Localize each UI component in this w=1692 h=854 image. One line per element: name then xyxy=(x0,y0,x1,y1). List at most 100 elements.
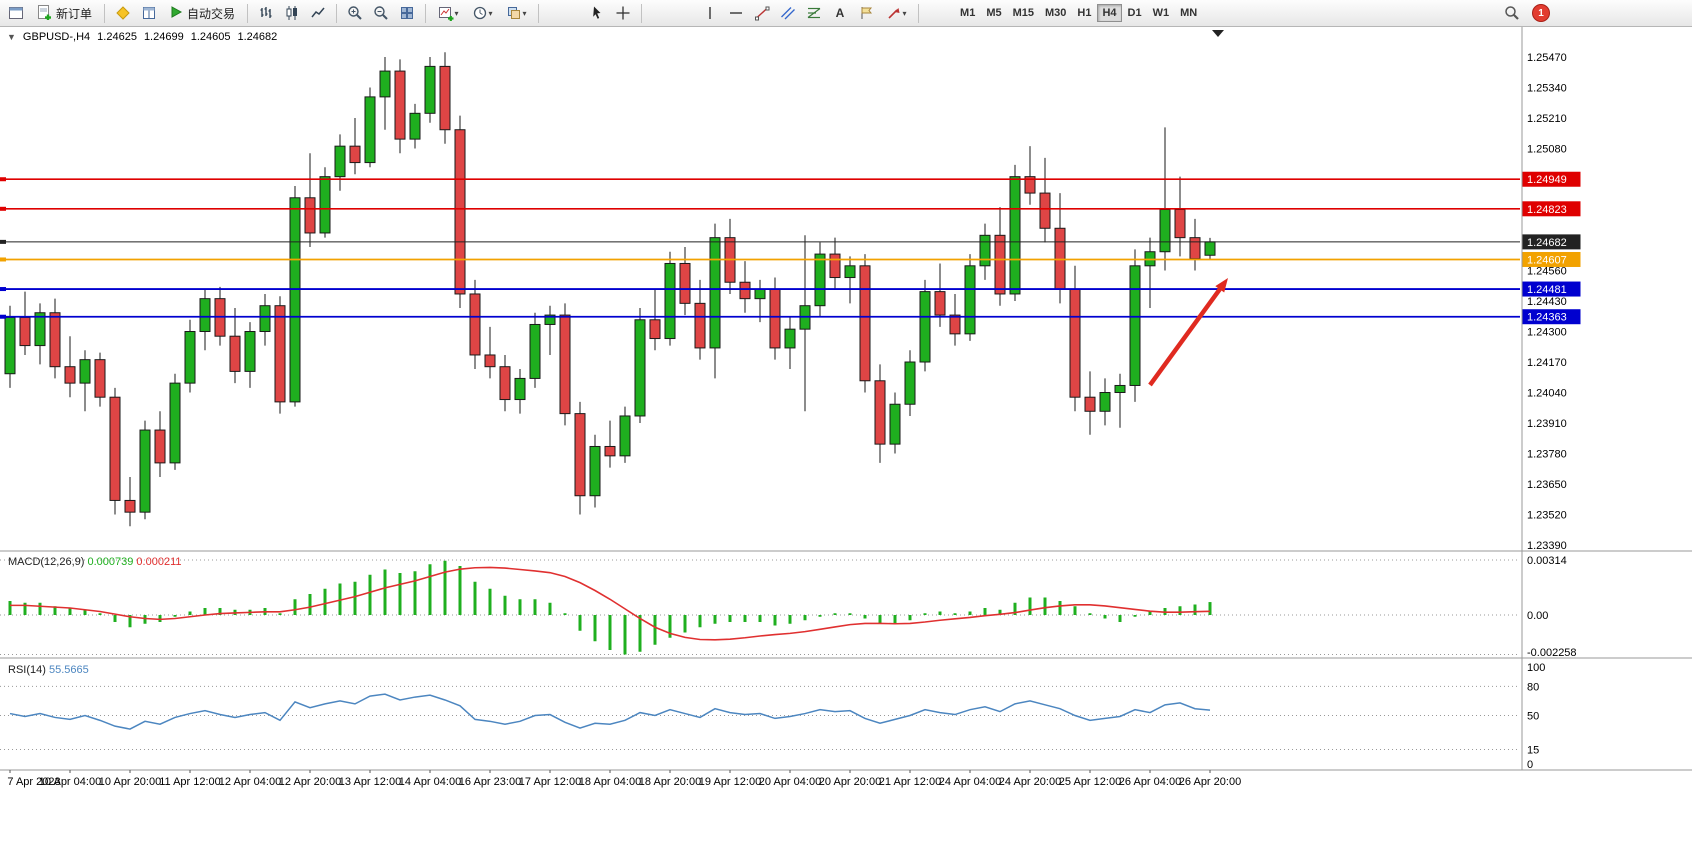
trendline-icon[interactable] xyxy=(750,2,774,25)
toolbar-separator xyxy=(104,3,106,23)
timeframe-group: M1 M5 M15 M30 H1 H4 D1 W1 MN xyxy=(955,4,1202,22)
price-scale: 1.25470 1.25340 1.25210 1.25080 1.24560 1.244… xyxy=(1527,52,1577,771)
new-order-label: 新订单 xyxy=(56,6,93,21)
svg-text:20 Apr 20:00: 20 Apr 20:00 xyxy=(819,776,881,788)
periods-clock-icon[interactable]: ▾ xyxy=(466,2,498,25)
chart-window-icon[interactable] xyxy=(4,2,28,25)
price-chart-canvas[interactable]: MACD(12,26,9) 0.000739 0.000211 RSI(14) 5… xyxy=(0,27,1692,854)
channel-icon[interactable] xyxy=(776,2,800,25)
notification-badge[interactable]: 1 xyxy=(1532,4,1550,22)
cursor-icon[interactable] xyxy=(585,2,609,25)
toolbar-separator xyxy=(641,3,643,23)
tile-windows-icon[interactable] xyxy=(395,2,419,25)
auto-trading-label: 自动交易 xyxy=(187,6,236,21)
zoom-in-icon[interactable] xyxy=(343,2,367,25)
svg-text:1.23910: 1.23910 xyxy=(1527,418,1567,430)
svg-text:10 Apr 20:00: 10 Apr 20:00 xyxy=(99,776,161,788)
svg-text:14 Apr 04:00: 14 Apr 04:00 xyxy=(399,776,461,788)
current-bar-marker xyxy=(1212,30,1224,37)
symbol-period-label: GBPUSD-,H4 xyxy=(22,31,91,43)
separators xyxy=(0,27,1692,771)
line-chart-icon[interactable] xyxy=(306,2,330,25)
svg-text:21 Apr 12:00: 21 Apr 12:00 xyxy=(879,776,941,788)
horizontal-line-icon[interactable] xyxy=(724,2,748,25)
vertical-line-icon[interactable] xyxy=(698,2,722,25)
svg-text:RSI(14) 55.5665: RSI(14) 55.5665 xyxy=(8,664,89,676)
svg-text:1.24823: 1.24823 xyxy=(1527,204,1567,216)
candlestick-icon[interactable] xyxy=(280,2,304,25)
svg-text:0.00314: 0.00314 xyxy=(1527,555,1567,567)
svg-text:80: 80 xyxy=(1527,681,1539,693)
timeframe-m1[interactable]: M1 xyxy=(955,4,980,22)
svg-text:0: 0 xyxy=(1527,759,1533,771)
svg-text:1.24040: 1.24040 xyxy=(1527,388,1567,400)
timeframe-m15[interactable]: M15 xyxy=(1008,4,1039,22)
indicator-grid xyxy=(0,559,1520,750)
svg-text:0.00: 0.00 xyxy=(1527,610,1548,622)
arrows-tool-icon[interactable]: ▾ xyxy=(880,2,912,25)
label-icon[interactable] xyxy=(854,2,878,25)
bar-chart-icon[interactable] xyxy=(254,2,278,25)
svg-text:17 Apr 12:00: 17 Apr 12:00 xyxy=(519,776,581,788)
text-icon[interactable]: A xyxy=(828,2,852,25)
svg-text:25 Apr 12:00: 25 Apr 12:00 xyxy=(1059,776,1121,788)
svg-text:1.24170: 1.24170 xyxy=(1527,357,1567,369)
toolbar-separator xyxy=(425,3,427,23)
svg-text:1.23390: 1.23390 xyxy=(1527,540,1567,552)
templates-icon[interactable]: ▾ xyxy=(500,2,532,25)
ohlc-high: 1.24699 xyxy=(143,31,184,43)
svg-text:1.25340: 1.25340 xyxy=(1527,83,1567,95)
svg-text:19 Apr 12:00: 19 Apr 12:00 xyxy=(699,776,761,788)
macd-pane: MACD(12,26,9) 0.000739 0.000211 xyxy=(8,556,1212,655)
svg-text:A: A xyxy=(836,6,845,20)
chevron-down-icon[interactable]: ▼ xyxy=(7,32,16,42)
toolbar: 新订单 自动交易 xyxy=(0,0,1692,27)
chart-title: ▼ GBPUSD-,H4 1.24625 1.24699 1.24605 1.2… xyxy=(7,31,277,43)
search-icon[interactable] xyxy=(1500,2,1524,25)
svg-text:12 Apr 20:00: 12 Apr 20:00 xyxy=(279,776,341,788)
new-order-button[interactable]: 新订单 xyxy=(30,1,98,26)
timeframe-h1[interactable]: H1 xyxy=(1072,4,1096,22)
timeframe-mn[interactable]: MN xyxy=(1175,4,1202,22)
timeframe-h4[interactable]: H4 xyxy=(1097,4,1122,22)
svg-text:7 Apr 2023: 7 Apr 2023 xyxy=(7,776,60,788)
svg-text:1.24560: 1.24560 xyxy=(1527,266,1567,278)
svg-text:20 Apr 04:00: 20 Apr 04:00 xyxy=(759,776,821,788)
svg-text:26 Apr 04:00: 26 Apr 04:00 xyxy=(1119,776,1181,788)
svg-text:1.23650: 1.23650 xyxy=(1527,479,1567,491)
timeframe-m30[interactable]: M30 xyxy=(1040,4,1071,22)
svg-text:26 Apr 20:00: 26 Apr 20:00 xyxy=(1179,776,1241,788)
svg-text:1.24363: 1.24363 xyxy=(1527,312,1567,324)
timeframe-d1[interactable]: D1 xyxy=(1123,4,1147,22)
svg-text:18 Apr 20:00: 18 Apr 20:00 xyxy=(639,776,701,788)
new-order-icon xyxy=(36,4,52,23)
svg-text:15: 15 xyxy=(1527,744,1539,756)
new-chart-icon[interactable]: ▾ xyxy=(432,2,464,25)
svg-text:24 Apr 20:00: 24 Apr 20:00 xyxy=(999,776,1061,788)
candles-layer xyxy=(4,52,1216,527)
data-window-icon[interactable] xyxy=(137,2,161,25)
svg-text:1.23780: 1.23780 xyxy=(1527,449,1567,461)
svg-text:24 Apr 04:00: 24 Apr 04:00 xyxy=(939,776,1001,788)
timeframe-m5[interactable]: M5 xyxy=(981,4,1006,22)
svg-text:1.24430: 1.24430 xyxy=(1527,296,1567,308)
ohlc-close: 1.24682 xyxy=(237,31,278,43)
svg-text:1.24481: 1.24481 xyxy=(1527,284,1567,296)
annotations-layer xyxy=(1148,30,1228,387)
svg-text:50: 50 xyxy=(1527,711,1539,723)
crosshair-icon[interactable] xyxy=(611,2,635,25)
svg-text:1.24607: 1.24607 xyxy=(1527,254,1567,266)
toolbar-separator xyxy=(247,3,249,23)
fibonacci-icon[interactable] xyxy=(802,2,826,25)
svg-text:1.24300: 1.24300 xyxy=(1527,327,1567,339)
metaeditor-icon[interactable] xyxy=(111,2,135,25)
svg-text:10 Apr 04:00: 10 Apr 04:00 xyxy=(39,776,101,788)
toolbar-right-group: 1 xyxy=(1500,2,1550,25)
svg-text:13 Apr 12:00: 13 Apr 12:00 xyxy=(339,776,401,788)
toolbar-separator xyxy=(336,3,338,23)
auto-trading-button[interactable]: 自动交易 xyxy=(163,2,241,25)
zoom-out-icon[interactable] xyxy=(369,2,393,25)
timeframe-w1[interactable]: W1 xyxy=(1148,4,1175,22)
